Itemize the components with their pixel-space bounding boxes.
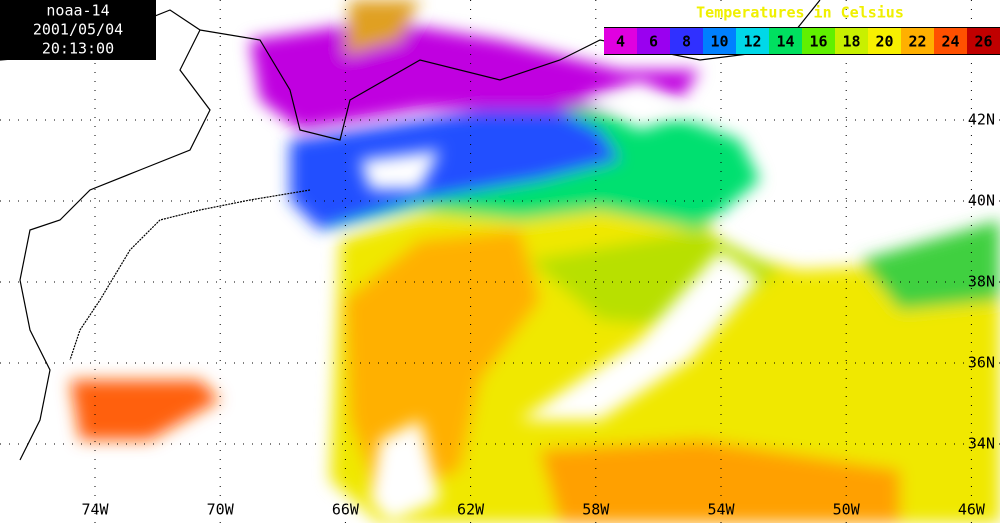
latitude-label: 40N [968,192,995,210]
longitude-label: 54W [707,501,735,519]
time: 20:13:00 [42,40,114,58]
color-tick-label: 16 [809,33,827,51]
color-swatch [670,28,704,54]
color-swatch [901,28,935,54]
longitude-label: 58W [582,501,610,519]
color-tick-label: 6 [649,33,658,51]
graticule-labels: 74W 70W 66W 62W 58W 54W 50W 46W 42N 40N 38N 36N 34N [81,111,995,519]
latitude-label: 42N [968,111,995,129]
color-tick-label: 10 [710,33,728,51]
color-tick-label: 8 [682,33,691,51]
color-tick-label: 14 [776,33,794,51]
color-tick-label: 26 [974,33,992,51]
color-swatch [802,28,836,54]
date: 2001/05/04 [33,21,123,39]
longitude-label: 62W [457,501,485,519]
color-tick-label: 24 [941,33,959,51]
color-tick-label: 18 [842,33,860,51]
longitude-label: 46W [958,501,986,519]
latitude-label: 38N [968,273,995,291]
satellite: noaa-14 [46,2,109,20]
color-tick-label: 22 [908,33,926,51]
longitude-label: 70W [207,501,235,519]
info-box [0,0,156,60]
color-swatch [967,28,1000,54]
color-swatch [637,28,671,54]
color-swatch [736,28,770,54]
latitude-label: 34N [968,435,995,453]
color-swatch [835,28,869,54]
color-swatch [868,28,902,54]
color-swatch [604,28,638,54]
legend-title: Temperatures in Celsius [696,4,904,22]
color-tick-label: 12 [743,33,761,51]
color-tick-label: 20 [875,33,893,51]
clouds [360,80,760,523]
color-swatch [703,28,737,54]
latitude-label: 36N [968,354,995,372]
color-swatch [934,28,968,54]
color-swatch [769,28,803,54]
color-bar: 4 6 8 10 12 14 16 18 20 22 24 26 [604,27,1000,55]
longitude-label: 66W [332,501,360,519]
color-tick-label: 4 [616,33,625,51]
longitude-label: 74W [81,501,109,519]
longitude-label: 50W [833,501,861,519]
